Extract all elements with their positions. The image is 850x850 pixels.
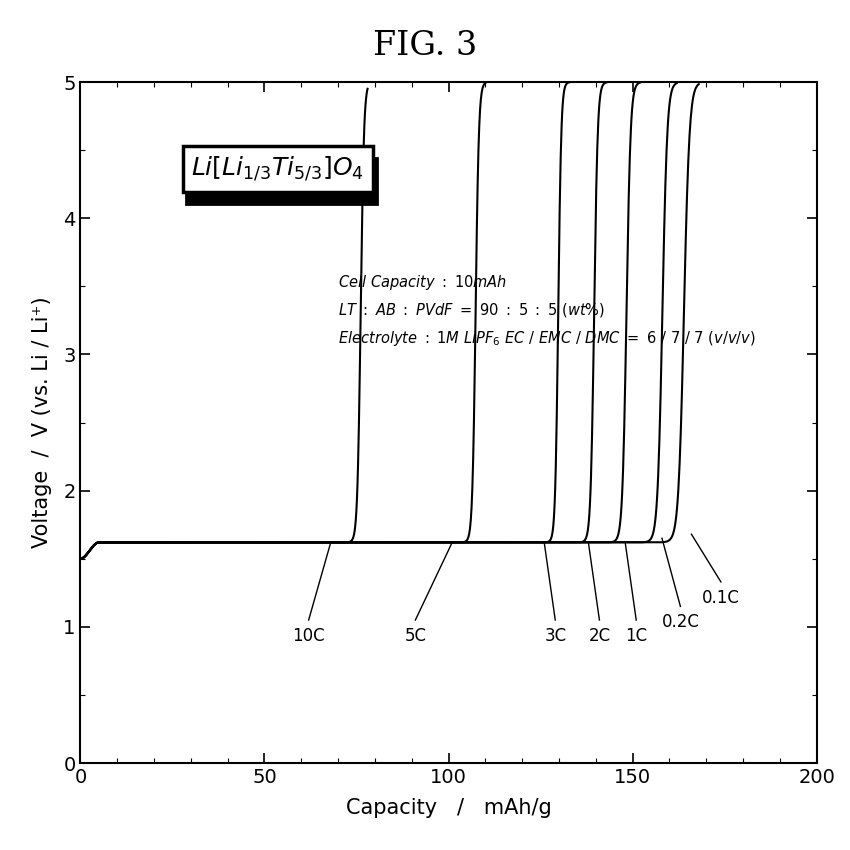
Text: $\mathbf{\mathit{Li[Li_{1/3}Ti_{5/3}]O_4}}$: $\mathbf{\mathit{Li[Li_{1/3}Ti_{5/3}]O_4… bbox=[195, 167, 368, 196]
Text: $\mathit{Cell\ Capacity\ :\ 10mAh}$
$\mathit{LT\ :\ AB\ :\ PVdF\ =\ 90\ :\ 5\ :\: $\mathit{Cell\ Capacity\ :\ 10mAh}$ $\ma… bbox=[338, 273, 756, 348]
X-axis label: Capacity   /   mAh/g: Capacity / mAh/g bbox=[346, 798, 552, 818]
Text: 5C: 5C bbox=[405, 626, 427, 645]
Text: 0.1C: 0.1C bbox=[702, 589, 740, 607]
Text: 2C: 2C bbox=[588, 626, 610, 645]
Text: FIG. 3: FIG. 3 bbox=[373, 30, 477, 62]
Text: 10C: 10C bbox=[292, 626, 325, 645]
Text: $\mathbf{\mathit{Li[Li_{1/3}Ti_{5/3}]O_4}}$: $\mathbf{\mathit{Li[Li_{1/3}Ti_{5/3}]O_4… bbox=[191, 155, 365, 184]
Y-axis label: Voltage  /  V (vs. Li / Li⁺): Voltage / V (vs. Li / Li⁺) bbox=[32, 297, 52, 548]
Text: 3C: 3C bbox=[544, 626, 566, 645]
Text: 0.2C: 0.2C bbox=[661, 613, 700, 632]
Text: 1C: 1C bbox=[625, 626, 648, 645]
